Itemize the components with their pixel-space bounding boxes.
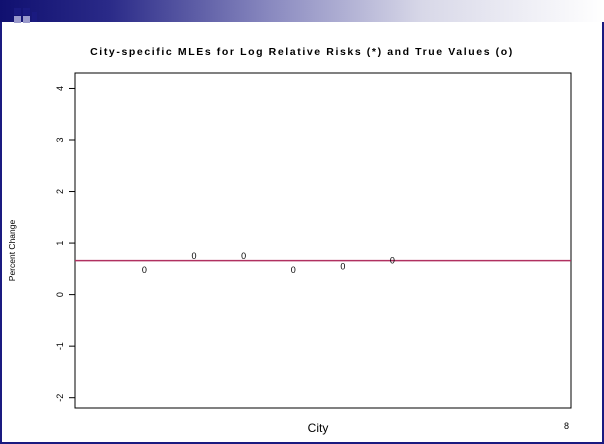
y-tick-label: -2: [55, 394, 65, 402]
decor-square: [14, 16, 21, 23]
chart-title: City-specific MLEs for Log Relative Risk…: [90, 46, 514, 58]
y-tick-label: 4: [55, 86, 65, 91]
page-number: 8: [564, 421, 570, 431]
x-axis-label: City: [308, 421, 329, 435]
data-point: 0: [291, 265, 296, 275]
data-point: 0: [192, 251, 197, 261]
slide-header-bar: [0, 0, 604, 22]
y-tick-label: 3: [55, 137, 65, 142]
decor-square: [14, 8, 21, 15]
slide-border-right: [602, 22, 604, 444]
y-tick-label: 2: [55, 189, 65, 194]
data-point: 0: [340, 261, 345, 271]
slide-border-left: [0, 22, 2, 444]
data-point: 0: [241, 251, 246, 261]
slide-border-bottom: [0, 442, 604, 444]
y-axis-label: Percent Change: [7, 220, 17, 282]
y-tick-label: 0: [55, 292, 65, 297]
decor-square: [23, 8, 30, 15]
plot-frame: [74, 72, 572, 409]
y-tick-label: -1: [55, 342, 65, 350]
decor-square: [32, 12, 37, 22]
y-tick-label: 1: [55, 241, 65, 246]
decor-square: [23, 16, 30, 23]
data-point: 0: [142, 265, 147, 275]
data-point: 0: [390, 256, 395, 266]
